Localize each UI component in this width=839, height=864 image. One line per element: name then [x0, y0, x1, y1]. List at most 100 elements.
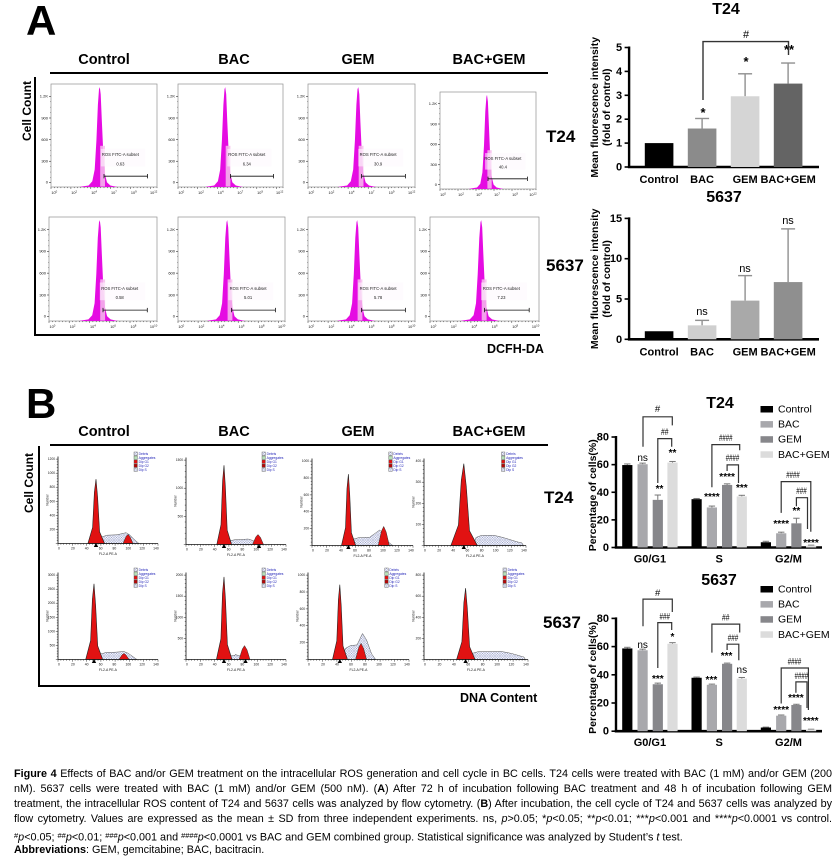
svg-text:20: 20 — [437, 549, 441, 553]
svg-text:FL2-A PE-A: FL2-A PE-A — [227, 668, 246, 672]
svg-text:5: 5 — [616, 294, 622, 306]
svg-text:FL2-A PE-A: FL2-A PE-A — [466, 554, 485, 558]
svg-text:0: 0 — [58, 662, 60, 666]
svg-text:108: 108 — [512, 324, 518, 329]
svg-text:80: 80 — [113, 662, 117, 666]
svg-text:100: 100 — [253, 548, 259, 552]
svg-text:Percentage of cells(%): Percentage of cells(%) — [587, 439, 599, 551]
svg-text:Dip G2: Dip G2 — [267, 464, 277, 468]
svg-text:BAC: BAC — [778, 419, 800, 431]
svg-text:1: 1 — [616, 138, 622, 150]
svg-text:(fold of control): (fold of control) — [601, 240, 613, 318]
svg-text:Number: Number — [174, 609, 178, 621]
svg-text:**: ** — [656, 484, 664, 495]
svg-text:600: 600 — [430, 142, 437, 147]
svg-text:60: 60 — [353, 549, 357, 553]
svg-text:120: 120 — [267, 662, 273, 666]
svg-text:0.58: 0.58 — [116, 295, 125, 300]
svg-text:Aggregates: Aggregates — [267, 572, 284, 576]
svg-text:****: **** — [803, 538, 819, 549]
svg-text:Dip G2: Dip G2 — [508, 580, 518, 584]
svg-text:300: 300 — [420, 292, 427, 297]
svg-text:140: 140 — [281, 662, 287, 666]
svg-text:Control: Control — [778, 584, 812, 596]
svg-text:***: *** — [652, 674, 664, 685]
svg-text:1.2K: 1.2K — [297, 227, 306, 232]
svg-text:600: 600 — [300, 606, 306, 610]
svg-text:40: 40 — [339, 549, 343, 553]
svg-text:100: 100 — [178, 190, 184, 195]
svg-text:ROS FITC-A subset: ROS FITC-A subset — [228, 152, 266, 157]
svg-text:BAC: BAC — [778, 599, 800, 611]
svg-text:40: 40 — [213, 548, 217, 552]
svg-text:Control: Control — [640, 174, 679, 186]
svg-text:####: #### — [788, 657, 802, 667]
svg-text:20: 20 — [325, 549, 329, 553]
svg-text:100: 100 — [376, 662, 382, 666]
svg-text:(fold of control): (fold of control) — [601, 68, 613, 146]
svg-text:ns: ns — [739, 263, 751, 275]
svg-text:Dip G2: Dip G2 — [393, 464, 403, 468]
svg-text:108: 108 — [131, 324, 137, 329]
svg-text:GEM: GEM — [733, 346, 758, 358]
svg-text:3000: 3000 — [48, 573, 55, 577]
svg-text:Dip G1: Dip G1 — [139, 576, 149, 580]
svg-text:Dip G1: Dip G1 — [506, 460, 516, 464]
svg-text:5.78: 5.78 — [374, 295, 383, 300]
svg-text:3: 3 — [616, 90, 622, 102]
svg-text:ns: ns — [637, 640, 648, 651]
svg-text:200: 200 — [50, 527, 56, 531]
svg-text:Number: Number — [296, 609, 300, 621]
svg-text:300: 300 — [168, 159, 175, 164]
svg-text:6.34: 6.34 — [243, 161, 252, 166]
svg-text:G2/M: G2/M — [775, 737, 802, 749]
svg-text:600: 600 — [298, 137, 305, 142]
svg-text:BAC+GEM: BAC+GEM — [760, 346, 815, 358]
svg-text:200: 200 — [416, 501, 422, 505]
svg-text:BAC+GEM: BAC+GEM — [778, 629, 830, 641]
svg-text:##: ## — [722, 613, 730, 623]
svg-text:1012: 1012 — [529, 192, 537, 197]
svg-text:2500: 2500 — [48, 587, 55, 591]
svg-text:0: 0 — [44, 314, 47, 319]
svg-text:0: 0 — [186, 548, 188, 552]
svg-text:120: 120 — [507, 549, 513, 553]
svg-text:600: 600 — [304, 493, 310, 497]
svg-text:1.2K: 1.2K — [429, 101, 438, 106]
svg-text:Debris: Debris — [139, 452, 149, 456]
svg-text:20: 20 — [71, 547, 75, 551]
svg-text:140: 140 — [521, 549, 527, 553]
svg-text:40: 40 — [335, 662, 339, 666]
svg-text:0: 0 — [616, 334, 622, 346]
svg-text:120: 120 — [509, 662, 515, 666]
svg-text:Dip G1: Dip G1 — [139, 460, 149, 464]
svg-text:0: 0 — [425, 314, 428, 319]
svg-text:Number: Number — [300, 495, 304, 507]
svg-text:Dip G2: Dip G2 — [139, 580, 149, 584]
svg-text:100: 100 — [494, 662, 500, 666]
svg-text:#: # — [743, 29, 750, 41]
svg-text:100: 100 — [308, 324, 314, 329]
svg-text:0: 0 — [616, 162, 622, 174]
svg-text:1010: 1010 — [532, 324, 540, 329]
svg-text:104: 104 — [91, 190, 97, 195]
svg-text:60: 60 — [466, 662, 470, 666]
svg-text:800: 800 — [50, 485, 56, 489]
svg-text:104: 104 — [219, 324, 225, 329]
svg-text:ROS FITC-A subset: ROS FITC-A subset — [483, 286, 521, 291]
svg-text:100: 100 — [416, 522, 422, 526]
svg-text:10: 10 — [610, 253, 622, 265]
svg-text:BAC+GEM: BAC+GEM — [778, 449, 830, 461]
svg-text:FL2-A PE-A: FL2-A PE-A — [99, 552, 118, 556]
svg-text:120: 120 — [267, 548, 273, 552]
svg-text:106: 106 — [110, 324, 116, 329]
svg-text:1.2K: 1.2K — [297, 94, 306, 99]
svg-text:300: 300 — [41, 159, 48, 164]
svg-text:140: 140 — [404, 662, 410, 666]
svg-text:0: 0 — [303, 314, 306, 319]
svg-text:80: 80 — [367, 549, 371, 553]
svg-text:60: 60 — [227, 662, 231, 666]
svg-text:Dip S: Dip S — [389, 584, 398, 588]
svg-text:Dip G1: Dip G1 — [267, 576, 277, 580]
svg-text:500: 500 — [178, 636, 184, 640]
